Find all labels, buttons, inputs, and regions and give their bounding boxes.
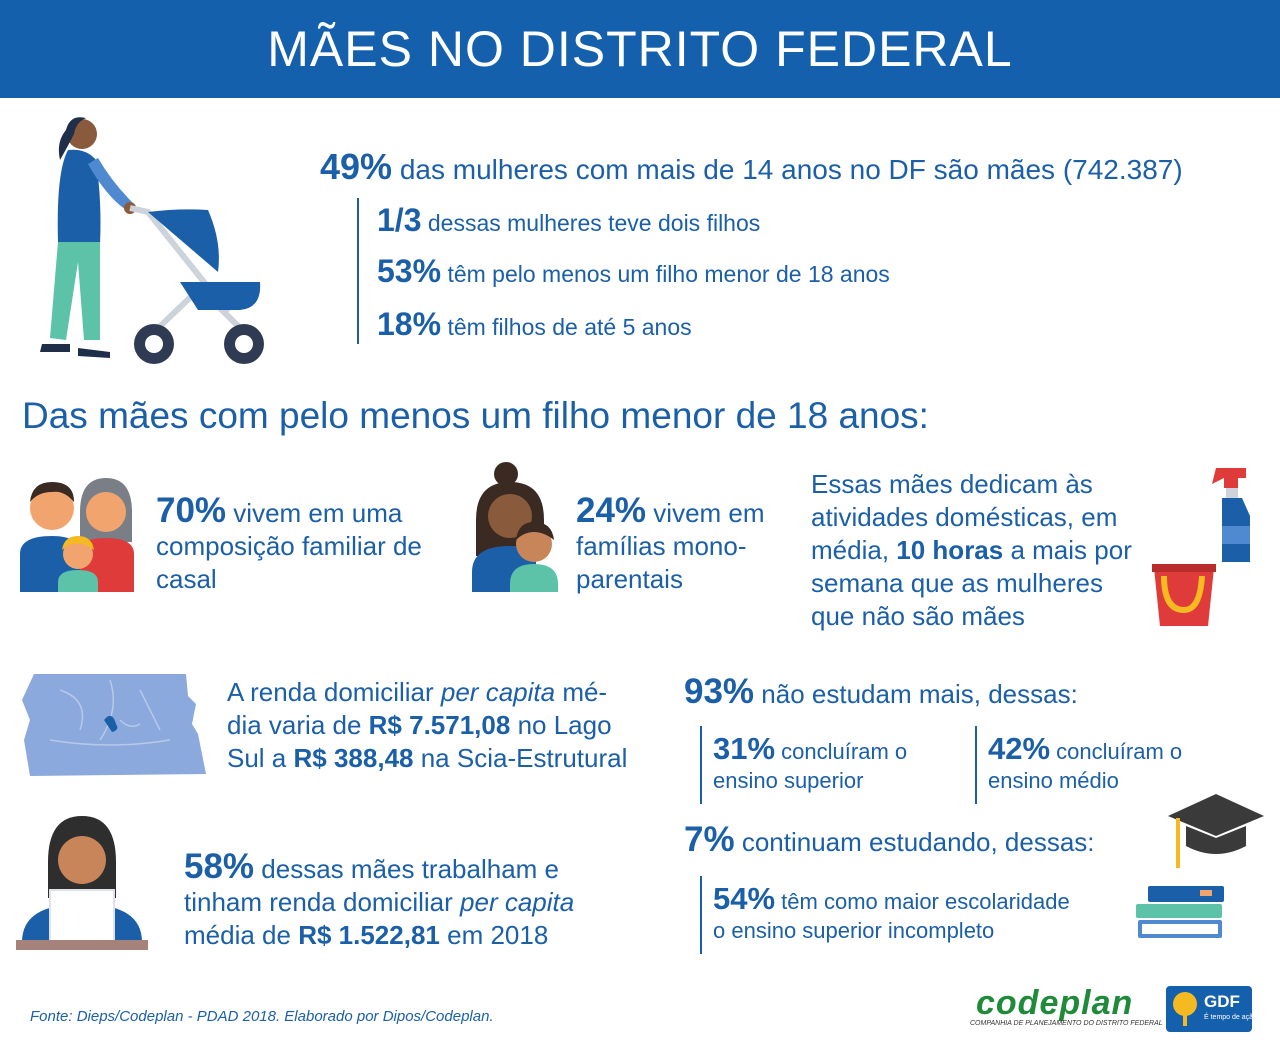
stat-text: dessas mães trabalham e xyxy=(261,854,560,884)
stat-text: têm como maior escolaridade xyxy=(781,889,1070,914)
stat-text: dia varia de xyxy=(227,710,362,740)
gdf-tree-icon xyxy=(1173,992,1197,1026)
graduation-cap-icon xyxy=(1168,794,1264,868)
stat-pct: 58% xyxy=(184,847,255,886)
divider xyxy=(975,726,977,804)
stat-pct: 49% xyxy=(320,146,393,187)
page-title: MÃES NO DISTRITO FEDERAL xyxy=(267,21,1013,77)
stat-pct: 42% xyxy=(988,731,1051,766)
stat-working-mothers: 58% dessas mães trabalham e tinham renda… xyxy=(184,847,644,952)
codeplan-logo: codeplan xyxy=(976,984,1134,1022)
stat-domestic-hours: Essas mães dedicam às atividades domésti… xyxy=(811,468,1171,633)
stat-pct: 54% xyxy=(713,881,776,916)
stat-highlight: 10 horas xyxy=(896,535,1004,565)
stat-under-5: 18% têm filhos de até 5 anos xyxy=(377,306,692,343)
family-couple-icon xyxy=(20,478,134,592)
stat-text: que não são mães xyxy=(811,601,1025,631)
gdf-tagline: É tempo de ação xyxy=(1204,1014,1257,1021)
stat-text: concluíram o xyxy=(1056,739,1183,764)
stat-text: não estudam mais, dessas: xyxy=(761,679,1078,709)
stat-not-studying: 93% não estudam mais, dessas: xyxy=(684,672,1078,712)
mother-stroller-icon xyxy=(40,117,264,364)
stat-pct: 53% xyxy=(377,253,442,289)
stat-highlight: R$ 1.522,81 xyxy=(298,920,440,950)
cleaning-supplies-icon xyxy=(1152,468,1250,626)
stat-text: têm pelo menos um filho menor de 18 anos xyxy=(447,261,890,287)
stat-pct: 18% xyxy=(377,306,442,342)
stat-pct: 7% xyxy=(684,820,735,859)
stat-text: semana que as mulheres xyxy=(811,568,1103,598)
woman-laptop-icon xyxy=(16,816,148,950)
stat-pct: 1/3 xyxy=(377,202,422,238)
stat-text: na Scia-Estrutural xyxy=(420,743,628,773)
stat-text: concluíram o xyxy=(781,739,908,764)
stat-pct: 24% xyxy=(576,491,647,530)
stat-higher-ed: 31% concluíram o ensino superior xyxy=(713,731,963,795)
codeplan-tagline: COMPANHIA DE PLANEJAMENTO DO DISTRITO FE… xyxy=(970,1020,1163,1027)
stat-under-18: 53% têm pelo menos um filho menor de 18 … xyxy=(377,253,890,290)
stat-text: das mulheres com mais de 14 anos no DF s… xyxy=(399,154,1183,185)
stat-incomplete-higher: 54% têm como maior escolaridade o ensino… xyxy=(713,881,1133,945)
gdf-logo: GDF É tempo de ação xyxy=(1166,986,1257,1032)
divider xyxy=(700,876,702,954)
stat-pct: 93% xyxy=(684,672,755,711)
stat-text: atividades domésticas, em xyxy=(811,502,1118,532)
df-map-icon xyxy=(22,674,206,776)
stat-pct: 31% xyxy=(713,731,776,766)
stat-text: ensino superior xyxy=(713,768,864,793)
source-note: Fonte: Dieps/Codeplan - PDAD 2018. Elabo… xyxy=(30,1008,494,1025)
stat-text: média de xyxy=(184,920,291,950)
stat-two-children: 1/3 dessas mulheres teve dois filhos xyxy=(377,202,760,239)
stat-high-school: 42% concluíram o ensino médio xyxy=(988,731,1228,795)
section-title: Das mães com pelo menos um filho menor d… xyxy=(22,395,929,436)
divider xyxy=(700,726,702,804)
stat-couple-family: 70% vivem em uma composição familiar de … xyxy=(156,491,466,596)
stat-text: per capita xyxy=(440,677,556,707)
books-icon xyxy=(1136,886,1224,938)
stat-text: dessas mulheres teve dois filhos xyxy=(427,210,761,236)
stat-text: tinham renda domiciliar xyxy=(184,887,453,917)
stat-income-range: A renda domiciliar per capita mé- dia va… xyxy=(227,676,667,775)
stat-text: continuam estudando, dessas: xyxy=(741,827,1095,857)
stat-text: per capita xyxy=(460,887,575,917)
stat-pct: 70% xyxy=(156,491,227,530)
stat-text: A renda domiciliar xyxy=(227,677,434,707)
stat-text: têm filhos de até 5 anos xyxy=(447,314,692,340)
stat-text: famílias mono- xyxy=(576,531,747,561)
stat-text: ensino médio xyxy=(988,768,1119,793)
stat-highlight: R$ 7.571,08 xyxy=(368,710,511,740)
stat-text: Sul a xyxy=(227,743,287,773)
stat-text: vivem em xyxy=(653,498,765,528)
stat-still-studying: 7% continuam estudando, dessas: xyxy=(684,820,1095,860)
stat-highlight: R$ 388,48 xyxy=(293,743,414,773)
stat-text: vivem em uma xyxy=(233,498,403,528)
stat-text: parentais xyxy=(576,564,683,594)
single-parent-icon xyxy=(472,462,558,592)
divider xyxy=(357,198,359,344)
stat-text: média, xyxy=(811,535,890,565)
gdf-label: GDF xyxy=(1204,992,1240,1011)
stat-single-parent: 24% vivem em famílias mono- parentais xyxy=(576,491,796,596)
stat-text: mé- xyxy=(562,677,608,707)
stat-text: no Lago xyxy=(517,710,612,740)
header-bar: MÃES NO DISTRITO FEDERAL xyxy=(0,0,1280,98)
stat-text: em 2018 xyxy=(447,920,549,950)
stat-text: o ensino superior incompleto xyxy=(713,918,995,943)
stat-text: casal xyxy=(156,564,217,594)
stat-mothers-share: 49% das mulheres com mais de 14 anos no … xyxy=(320,146,1183,188)
stat-text: composição familiar de xyxy=(156,531,422,561)
stat-text: Essas mães dedicam às xyxy=(811,469,1093,499)
stat-text: a mais por xyxy=(1010,535,1132,565)
